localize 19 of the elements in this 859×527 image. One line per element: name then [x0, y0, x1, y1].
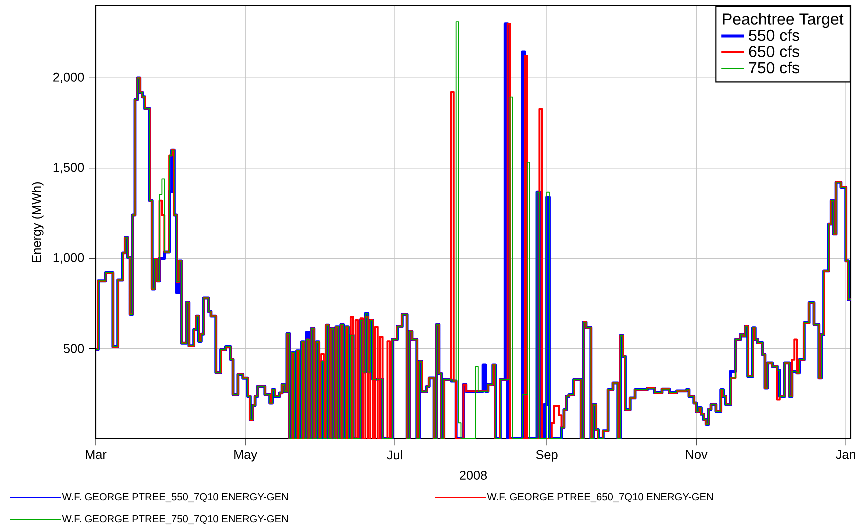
- x-axis-title: 2008: [460, 470, 488, 480]
- text: W.F. GEORGE PTREE_650_7Q10 ENERGY-GEN: [487, 493, 714, 503]
- legend-label: 550 cfs: [749, 29, 800, 42]
- x-tick-label: Jan: [836, 450, 856, 460]
- y-tick-label: 2,000: [54, 72, 84, 84]
- legend-label: 750 cfs: [749, 62, 800, 74]
- x-tick-label: Sep: [536, 450, 558, 462]
- x-tick-label: Jul: [387, 450, 402, 460]
- y-axis-title: Energy (MWh): [32, 182, 44, 262]
- x-tick-label: Nov: [686, 450, 708, 460]
- y-tick-label: 1,000: [54, 253, 84, 264]
- text: W.F. GEORGE PTREE_550_7Q10 ENERGY-GEN: [62, 493, 288, 503]
- text: W.F. GEORGE PTREE_750_7Q10 ENERGY-GEN: [62, 515, 288, 525]
- y-tick-label: 500: [64, 344, 84, 354]
- y-tick-label: 1,500: [54, 163, 84, 174]
- x-tick-label: Mar: [86, 450, 107, 460]
- x-tick-label: May: [234, 450, 258, 462]
- legend-title: Peachtree Target: [723, 13, 844, 28]
- legend-label: 650 cfs: [749, 46, 800, 58]
